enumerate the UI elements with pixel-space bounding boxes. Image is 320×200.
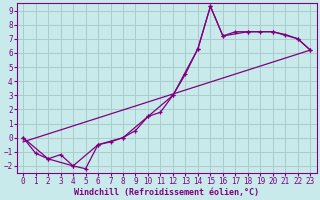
X-axis label: Windchill (Refroidissement éolien,°C): Windchill (Refroidissement éolien,°C) bbox=[74, 188, 259, 197]
